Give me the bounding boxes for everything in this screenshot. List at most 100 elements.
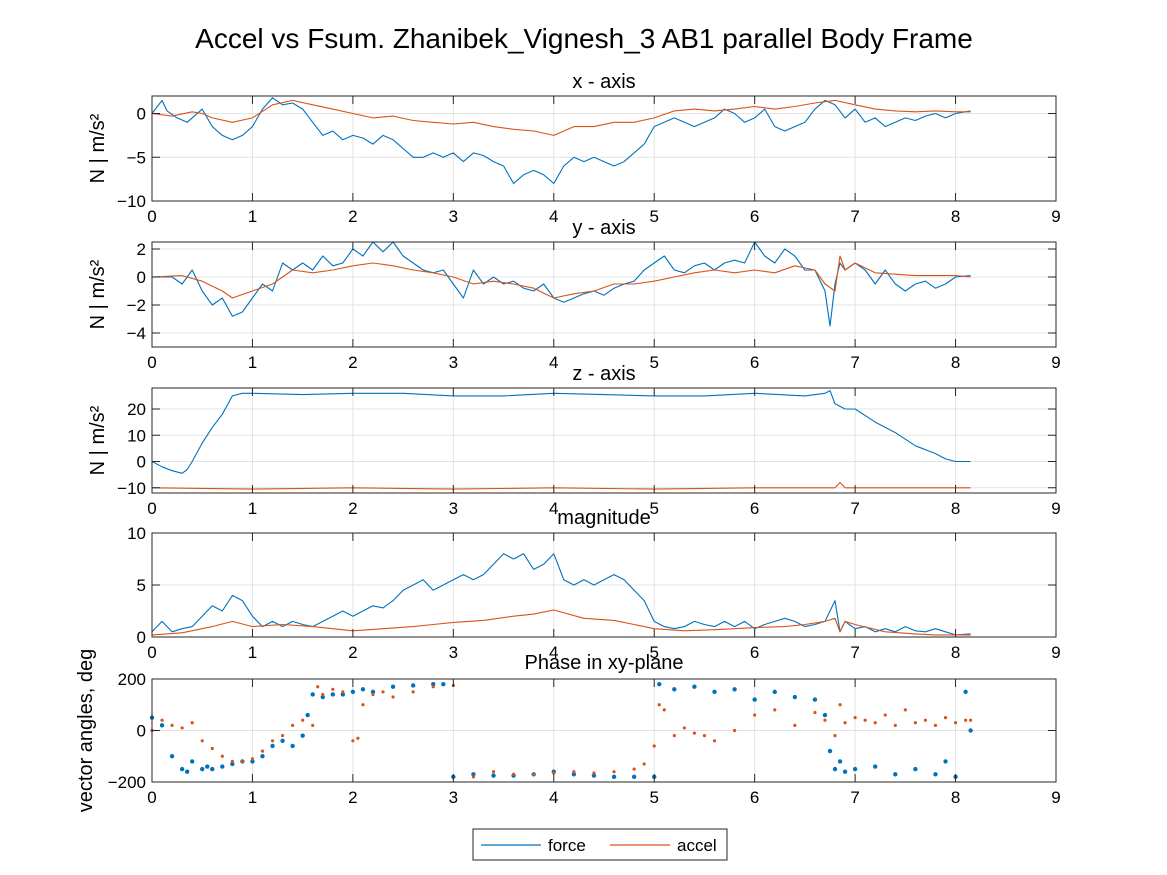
point-force: [812, 697, 818, 702]
y-tick-label: 0: [137, 105, 146, 124]
point-accel: [250, 757, 255, 761]
point-force: [350, 689, 356, 695]
x-tick-label: 0: [147, 499, 156, 518]
point-accel: [572, 770, 576, 774]
point-accel: [969, 718, 973, 722]
point-force: [827, 748, 833, 754]
point-force: [250, 759, 255, 764]
y-tick-label: 0: [137, 628, 146, 647]
legend-label-force: force: [548, 836, 586, 855]
y-tick-label: 10: [127, 426, 146, 445]
subplot-magnitude: magnitude 0 1 2 3 4 5 6 7 8 9 0 5 10: [127, 507, 1061, 662]
y-tick-label: −2: [127, 296, 146, 315]
x-tick-label: 4: [549, 788, 558, 807]
point-force: [491, 773, 496, 778]
x-tick-label: 5: [649, 353, 658, 372]
point-force: [210, 766, 215, 772]
x-tick-label: 2: [348, 207, 357, 226]
point-force: [591, 773, 597, 778]
series-line-accel: [151, 609, 971, 636]
point-accel: [773, 708, 777, 712]
x-tick-label: 7: [850, 788, 859, 807]
point-accel: [903, 708, 907, 712]
point-accel: [823, 718, 827, 722]
point-accel: [793, 723, 797, 727]
x-tick-label: 4: [549, 207, 558, 226]
point-accel: [612, 770, 616, 774]
y-tick-label: −4: [127, 324, 146, 343]
point-force: [852, 766, 858, 772]
point-accel: [838, 703, 842, 707]
x-tick-label: 5: [649, 643, 658, 662]
subplot-y-axis: y - axis 0 1 2 3 4 5 6 7 8 9 −4 −2 0 2 N | m/s²: [87, 217, 1061, 372]
point-accel: [280, 734, 285, 738]
x-tick-label: 4: [549, 499, 558, 518]
legend: force accel: [472, 828, 728, 861]
point-accel: [316, 685, 320, 689]
point-accel: [813, 710, 817, 715]
point-accel: [753, 713, 757, 717]
y-tick-label: 5: [137, 576, 146, 595]
x-tick-label: 0: [147, 207, 156, 226]
point-accel: [371, 692, 375, 697]
x-tick-label: 9: [1051, 788, 1060, 807]
point-accel: [552, 771, 556, 775]
point-force: [220, 764, 225, 769]
point-force: [842, 769, 848, 774]
point-force: [672, 687, 677, 692]
point-accel: [923, 718, 928, 722]
point-force: [169, 754, 175, 759]
y-tick-label: 0: [137, 722, 146, 741]
x-tick-label: 9: [1051, 353, 1060, 372]
x-tick-label: 2: [348, 643, 357, 662]
point-accel: [833, 734, 837, 738]
x-tick-label: 5: [649, 499, 658, 518]
point-accel: [431, 685, 435, 689]
x-tick-label: 2: [348, 353, 357, 372]
x-tick-label: 1: [248, 788, 257, 807]
point-force: [320, 694, 325, 700]
y-tick-label: −10: [117, 192, 146, 211]
x-tick-label: 8: [951, 788, 960, 807]
point-accel: [240, 759, 244, 764]
plot-frame: [151, 387, 1057, 494]
point-force: [933, 772, 938, 777]
point-force: [837, 759, 843, 764]
x-tick-label: 5: [649, 788, 658, 807]
x-tick-label: 4: [549, 353, 558, 372]
series-line-accel: [151, 255, 971, 299]
x-tick-label: 2: [348, 499, 357, 518]
series-force: [149, 681, 973, 780]
point-accel: [160, 718, 164, 722]
point-force: [290, 743, 295, 749]
point-force: [431, 681, 436, 687]
y-tick-label: 200: [118, 670, 146, 689]
x-tick-label: 3: [449, 643, 458, 662]
point-accel: [692, 731, 697, 735]
point-accel: [491, 770, 496, 774]
point-accel: [657, 703, 661, 707]
point-force: [184, 769, 190, 774]
point-accel: [190, 721, 194, 725]
point-accel: [200, 739, 204, 743]
x-tick-label: 2: [348, 788, 357, 807]
point-accel: [170, 723, 174, 727]
subplot-title: x - axis: [572, 71, 635, 93]
point-force: [712, 689, 717, 695]
point-force: [260, 754, 265, 759]
y-tick-label: 0: [137, 453, 146, 472]
point-accel: [672, 734, 676, 738]
x-tick-label: 7: [850, 207, 859, 226]
x-tick-label: 1: [248, 499, 257, 518]
point-force: [360, 687, 366, 692]
point-accel: [532, 772, 536, 776]
x-tick-label: 1: [248, 353, 257, 372]
point-force: [305, 712, 310, 718]
x-tick-label: 9: [1051, 643, 1060, 662]
x-tick-label: 7: [850, 499, 859, 518]
y-axis-label: N | m/s²: [87, 259, 109, 329]
plot-frame: [151, 241, 1057, 348]
x-tick-label: 8: [951, 499, 960, 518]
